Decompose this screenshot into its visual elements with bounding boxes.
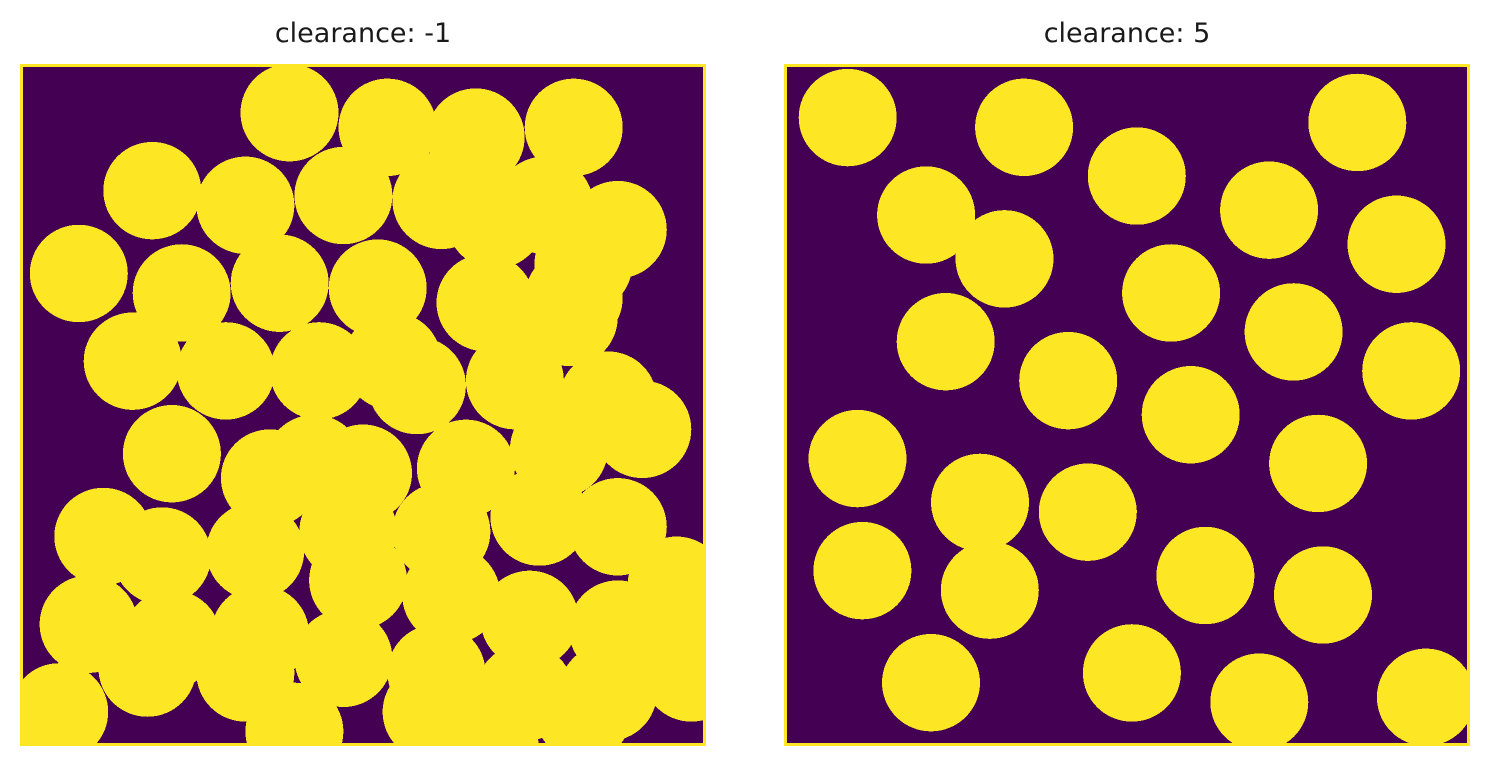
disk [309,531,408,630]
disk [1220,161,1319,259]
disk [343,312,442,410]
disk [1362,322,1461,420]
disk [642,624,706,722]
disk [1156,526,1255,625]
disk [402,546,501,644]
disk [220,429,319,527]
disk [490,468,589,566]
image-border [784,64,1470,746]
disk-image-right [784,64,1470,746]
disk [808,409,907,508]
disk [1082,624,1181,722]
panel-title-left: clearance: -1 [274,18,452,49]
disk [940,541,1039,639]
disk [1376,648,1470,746]
disk [798,68,897,167]
disk [83,312,182,410]
disk [245,682,344,746]
disk [1122,244,1221,342]
disk [955,210,1054,308]
disk [524,78,623,177]
disk [29,224,128,323]
disk [1269,414,1368,513]
disk [1141,366,1240,464]
disk [519,268,618,367]
disk [240,64,339,162]
disk [1210,653,1309,746]
disk [534,663,633,746]
disk [877,166,976,264]
disk [627,536,706,634]
disk [176,322,275,420]
disk [882,633,980,732]
disk [436,253,535,352]
disk [1038,463,1137,561]
disk [382,663,481,746]
disk [896,292,995,391]
disk [20,663,109,746]
disk [1244,283,1343,381]
disk [206,502,305,600]
disk [446,171,545,269]
disk [931,453,1029,552]
disk [1019,331,1118,430]
disk [1308,73,1407,172]
disk [1274,546,1372,644]
disk-image-left [20,64,706,746]
image-border [20,64,706,746]
disk [269,322,368,420]
disk [480,570,579,669]
disk [122,405,221,503]
disk [294,609,393,708]
disk [196,156,295,254]
disk [1347,195,1446,293]
disk [593,380,692,479]
disk [98,619,197,717]
disk [54,487,153,586]
disk [328,239,427,337]
disk [1087,127,1186,225]
panel-title-right: clearance: 5 [1043,18,1211,49]
disk [132,244,231,342]
disk [813,521,912,620]
disk [103,141,202,240]
disk [230,234,329,332]
disk [568,180,667,279]
disk [294,146,393,245]
disk [975,78,1074,177]
